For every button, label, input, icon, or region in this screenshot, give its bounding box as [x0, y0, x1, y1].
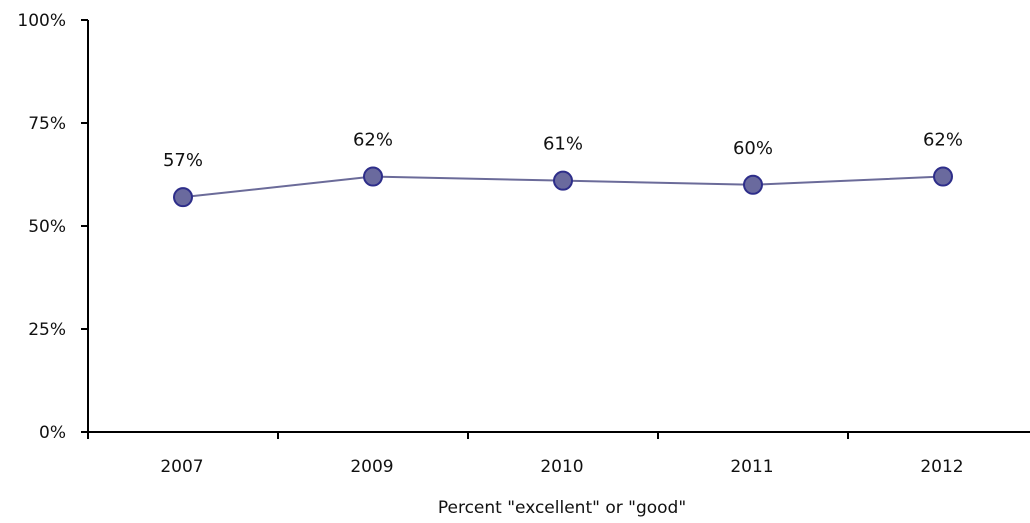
x-axis-title: Percent "excellent" or "good" — [438, 498, 686, 518]
data-label: 62% — [923, 130, 963, 151]
data-points — [173, 166, 953, 208]
y-tick-label: 25% — [28, 320, 66, 340]
y-tick-label: 0% — [39, 423, 66, 443]
y-tick-label: 75% — [28, 114, 66, 134]
x-axis-ticks — [87, 432, 849, 439]
y-tick-label: 50% — [28, 217, 66, 237]
data-label: 57% — [163, 150, 203, 171]
data-point — [743, 174, 763, 195]
y-axis-labels: 0% 25% 50% 75% 100% — [17, 11, 66, 443]
x-tick-label: 2010 — [540, 457, 583, 477]
x-tick-label: 2007 — [160, 457, 203, 477]
x-tick-label: 2012 — [920, 457, 963, 477]
data-point — [173, 187, 193, 208]
data-label: 60% — [733, 138, 773, 159]
data-label: 61% — [543, 134, 583, 155]
data-point — [933, 166, 953, 187]
data-label: 62% — [353, 130, 393, 151]
x-tick-label: 2009 — [350, 457, 393, 477]
x-tick-label: 2011 — [730, 457, 773, 477]
data-point — [363, 166, 383, 187]
x-axis-labels: 2007 2009 2010 2011 2012 — [160, 457, 963, 477]
data-point — [553, 170, 573, 191]
data-labels: 57% 62% 61% 60% 62% — [163, 130, 963, 172]
y-axis-ticks — [81, 19, 88, 433]
y-tick-label: 100% — [17, 11, 66, 31]
